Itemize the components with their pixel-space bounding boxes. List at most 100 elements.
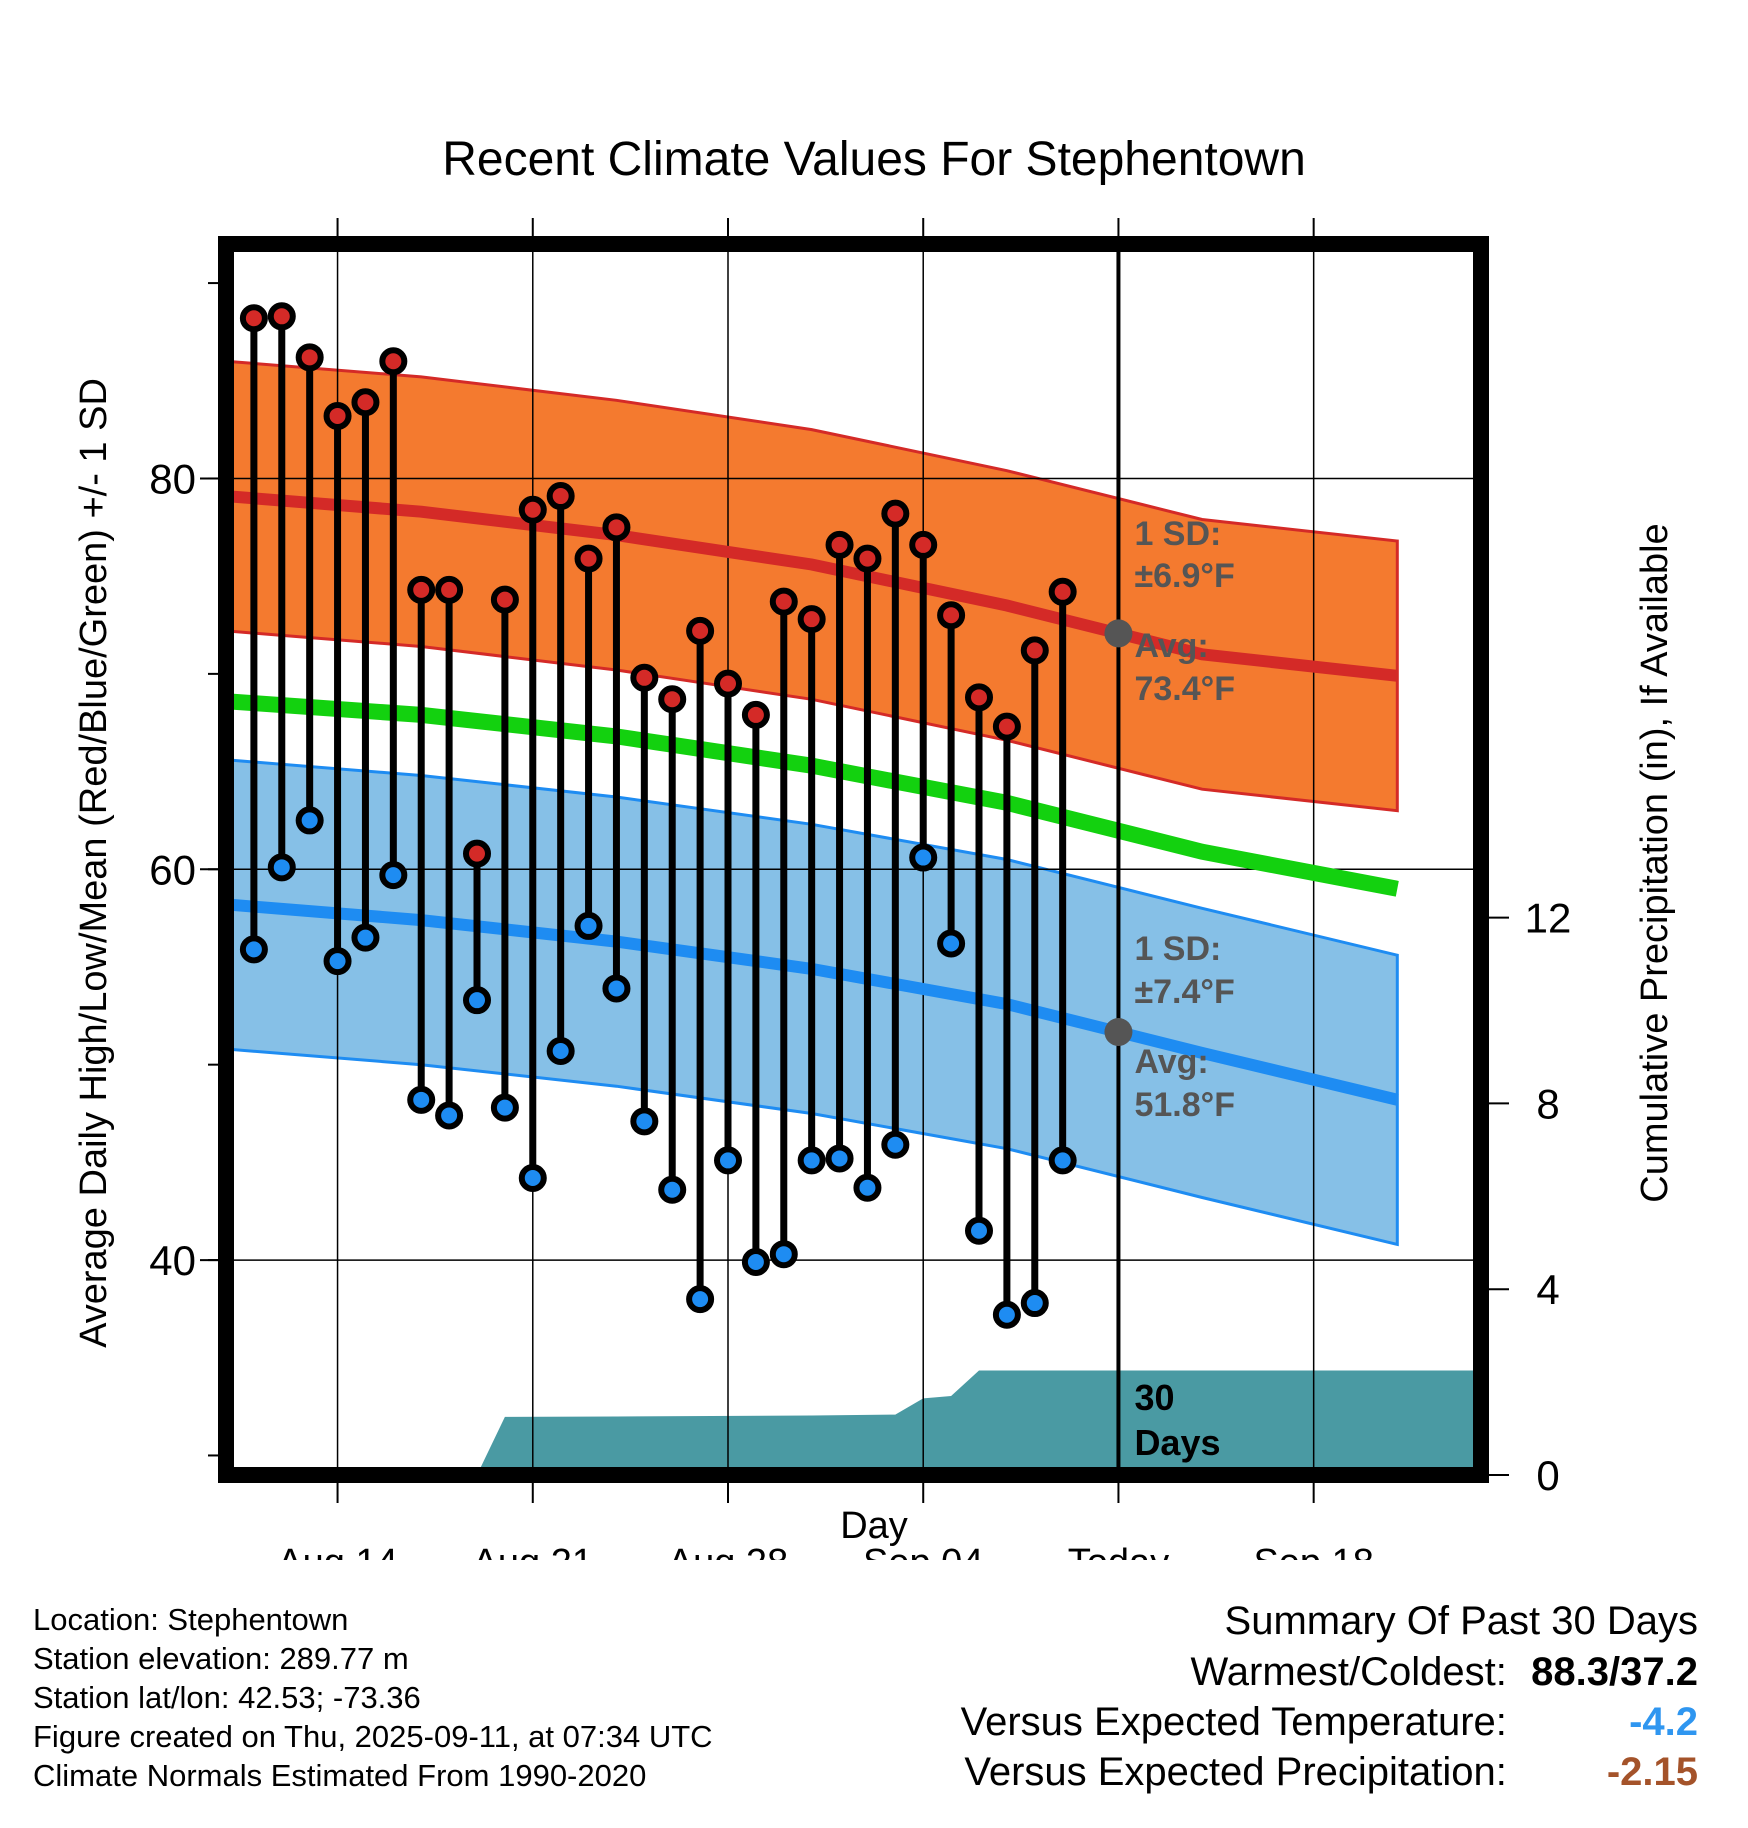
low-sd-value: ±7.4°F: [1134, 973, 1234, 1011]
observed-high-point: [992, 712, 1021, 741]
observed-high-point: [1020, 636, 1049, 665]
y2-tick-label: 0: [1536, 1452, 1559, 1499]
y-axis-label: Average Daily High/Low/Mean (Red/Blue/Gr…: [73, 378, 115, 1348]
observed-high-point: [239, 304, 268, 333]
observed-low-point: [351, 923, 380, 952]
latlon-text: Station lat/lon: 42.53; -73.36: [33, 1680, 421, 1715]
observed-high-point: [602, 513, 631, 542]
y2-tick-label: 12: [1525, 895, 1572, 942]
observed-low-point: [797, 1146, 826, 1175]
observed-low-point: [463, 986, 491, 1015]
observed-high-point: [881, 499, 910, 528]
observed-high-point: [797, 605, 826, 634]
x-tick-label: Aug 14: [277, 1542, 397, 1560]
observed-high-point: [658, 685, 687, 714]
observed-high-point: [490, 585, 519, 614]
observed-low-point: [602, 974, 631, 1003]
low-avg-label: Avg:: [1134, 1043, 1208, 1081]
x-tick-label: Aug 21: [473, 1542, 593, 1560]
low-sd-label: 1 SD:: [1134, 930, 1221, 968]
observed-low-point: [295, 806, 324, 835]
warm-cold-value: 88.3/37.2: [1531, 1650, 1698, 1694]
observed-high-point: [546, 482, 575, 511]
window-days-number: 30: [1134, 1377, 1174, 1418]
high-avg-line: [226, 490, 1398, 682]
today-high-avg-marker: [1104, 619, 1133, 648]
high-avg-label: Avg:: [1134, 627, 1208, 665]
station-info: Location: Stephentown Station elevation:…: [33, 1600, 713, 1795]
climate-chart: Recent Climate Values For Stephentown 1 …: [73, 133, 1676, 1560]
high-sd-value: ±6.9°F: [1134, 557, 1234, 595]
high-sd-band: [226, 359, 1399, 813]
observed-high-point: [965, 683, 993, 712]
y-tick-label: 80: [149, 455, 196, 502]
y-tick-label: 40: [149, 1237, 196, 1284]
observed-low-point: [769, 1240, 798, 1269]
x-tick-label: Sep 04: [863, 1542, 983, 1560]
elevation-text: Station elevation: 289.77 m: [33, 1641, 409, 1676]
observed-high-point: [518, 495, 547, 524]
observed-low-point: [407, 1085, 436, 1114]
observed-high-point: [769, 587, 798, 616]
temp-row: Versus Expected Temperature: -4.2: [961, 1697, 1698, 1747]
observed-low-point: [853, 1173, 882, 1202]
observed-low-point: [658, 1175, 687, 1204]
observed-low-point: [992, 1300, 1021, 1329]
observed-high-point: [435, 575, 464, 604]
observed-high-point: [714, 669, 742, 698]
precip-row: Versus Expected Precipitation: -2.15: [961, 1747, 1698, 1797]
observed-low-point: [490, 1093, 519, 1122]
observed-high-point: [574, 544, 603, 573]
summary-panel: Summary Of Past 30 Days Warmest/Coldest:…: [961, 1595, 1698, 1797]
normals-text: Climate Normals Estimated From 1990-2020: [33, 1758, 647, 1793]
precip-label: Versus Expected Precipitation:: [964, 1750, 1507, 1794]
observed-low-point: [239, 935, 268, 964]
temp-value: -4.2: [1629, 1700, 1698, 1744]
plot-frame: [218, 236, 1489, 1483]
observed-low-point: [518, 1163, 547, 1192]
x-tick-label: Sep 18: [1253, 1542, 1373, 1560]
observed-low-point: [825, 1144, 854, 1173]
x-tick-label: Aug 28: [668, 1542, 788, 1560]
y2-tick-label: 8: [1536, 1080, 1559, 1127]
warm-cold-label: Warmest/Coldest:: [1190, 1650, 1507, 1694]
observed-high-point: [407, 575, 436, 604]
observed-high-point: [267, 302, 296, 331]
observed-low-point: [435, 1101, 464, 1130]
observed-high-point: [937, 601, 966, 630]
observed-high-point: [295, 343, 324, 372]
observed-low-point: [323, 947, 352, 976]
observed-low-point: [630, 1107, 659, 1136]
observed-high-point: [351, 388, 380, 417]
precip-area: [477, 1370, 1481, 1475]
observed-low-point: [741, 1248, 770, 1277]
observed-low-point: [546, 1036, 575, 1065]
x-tick-label: Today: [1068, 1542, 1169, 1560]
low-avg-value: 51.8°F: [1134, 1086, 1235, 1124]
observed-low-point: [909, 843, 938, 872]
plot-area: 1 SD: ±6.9°F Avg: 73.4°F 1 SD: ±7.4°F Avg: 51.8…: [149, 218, 1571, 1560]
location-text: Location: Stephentown: [33, 1602, 349, 1637]
plot-inner: [226, 244, 1481, 1475]
observed-high-point: [323, 401, 352, 430]
observed-high-point: [909, 530, 938, 559]
observed-high-point: [630, 663, 659, 692]
observed-low-point: [379, 861, 408, 890]
observed-high-point: [1048, 577, 1077, 606]
high-sd-label: 1 SD:: [1134, 515, 1221, 553]
observed-high-point: [741, 700, 770, 729]
observed-high-point: [463, 839, 491, 868]
observed-high-point: [686, 616, 715, 645]
summary-heading: Summary Of Past 30 Days: [1224, 1599, 1698, 1643]
observed-low-point: [1048, 1146, 1077, 1175]
high-avg-value: 73.4°F: [1134, 670, 1235, 708]
observed-low-point: [1020, 1289, 1049, 1318]
observed-low-point: [937, 929, 966, 958]
observed-high-point: [825, 530, 854, 559]
x-axis-label: Day: [840, 1505, 908, 1547]
y-tick-label: 60: [149, 846, 196, 893]
today-low-avg-marker: [1104, 1018, 1133, 1047]
window-days-unit: Days: [1134, 1422, 1220, 1463]
observed-low-point: [881, 1130, 910, 1159]
created-text: Figure created on Thu, 2025-09-11, at 07…: [33, 1719, 713, 1754]
